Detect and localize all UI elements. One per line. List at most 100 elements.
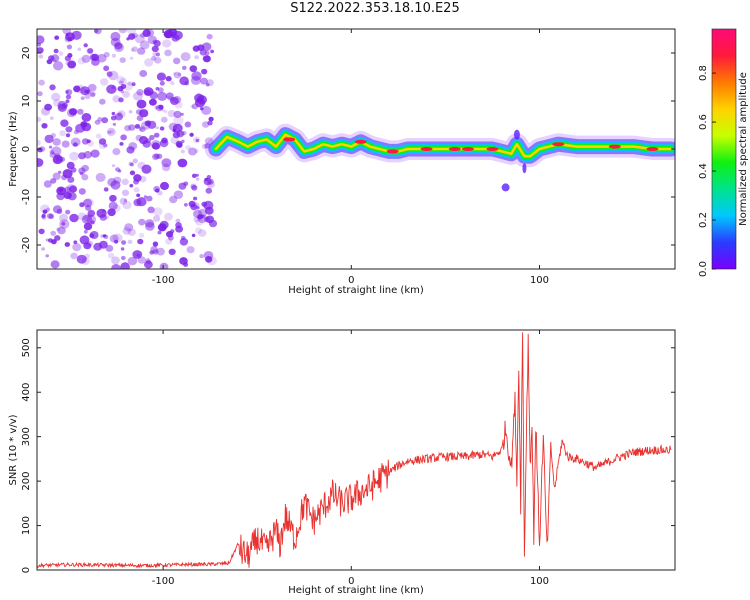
noise-dot <box>180 149 185 154</box>
noise-dot <box>69 108 78 116</box>
y-tick-label: 400 <box>21 383 32 402</box>
x-tick-label: -100 <box>152 275 175 286</box>
noise-dot <box>168 122 178 131</box>
noise-dot <box>95 172 106 182</box>
noise-dot <box>55 157 61 162</box>
noise-dot <box>108 70 119 81</box>
x-tick-label: 100 <box>530 275 549 286</box>
noise-dot <box>91 58 100 66</box>
ridge-peak <box>420 147 433 151</box>
noise-dot <box>195 177 200 181</box>
noise-dot <box>152 52 158 57</box>
noise-dot <box>111 164 116 168</box>
noise-dot <box>191 233 196 238</box>
noise-dot <box>80 121 88 128</box>
noise-dot <box>137 238 144 245</box>
noise-dot <box>203 251 214 260</box>
snr-ylabel: SNR (10 * v/v) <box>8 414 19 485</box>
noise-dot <box>119 57 126 63</box>
noise-dot <box>141 164 152 174</box>
noise-dot <box>180 52 191 62</box>
noise-dot <box>207 120 213 126</box>
noise-dot <box>177 72 182 77</box>
noise-dot <box>77 108 84 115</box>
noise-dot <box>157 87 164 93</box>
noise-dot <box>201 143 208 150</box>
colorbar-tick-label: 0.0 <box>698 261 709 277</box>
noise-dot <box>86 140 94 147</box>
noise-dot <box>90 92 96 97</box>
noise-dot <box>66 161 75 170</box>
noise-dot <box>37 116 41 123</box>
noise-dot <box>127 81 133 86</box>
noise-dot <box>200 214 205 219</box>
y-tick-label: 0 <box>21 146 32 152</box>
noise-dot <box>182 130 187 135</box>
noise-dot <box>191 71 202 81</box>
noise-dot <box>120 77 127 84</box>
noise-dot <box>136 253 140 257</box>
noise-dot <box>124 125 131 132</box>
noise-dot <box>43 180 52 188</box>
ridge-peak <box>552 142 565 147</box>
noise-dot <box>37 139 41 146</box>
snr-frame <box>36 329 676 571</box>
noise-dot <box>170 97 179 105</box>
noise-dot <box>193 209 203 219</box>
noise-dot <box>158 104 164 110</box>
noise-dot <box>53 48 59 54</box>
noise-dot <box>45 254 49 258</box>
noise-dot <box>201 105 212 115</box>
noise-dot <box>52 155 63 165</box>
noise-dot <box>172 123 183 133</box>
noise-dot <box>136 193 141 198</box>
noise-dot <box>121 240 127 245</box>
noise-dot <box>156 72 166 81</box>
noise-dot <box>135 134 143 142</box>
noise-dot <box>42 216 47 221</box>
spectrogram-plot-area <box>37 29 675 269</box>
noise-dot <box>126 37 130 41</box>
noise-dot <box>84 89 89 94</box>
noise-dot <box>179 76 189 86</box>
noise-dot <box>159 220 169 229</box>
noise-dot <box>206 33 213 40</box>
noise-dot <box>106 71 113 77</box>
noise-dot <box>48 213 55 219</box>
noise-dot <box>52 138 61 146</box>
noise-dot <box>170 136 180 145</box>
noise-dot <box>61 140 70 148</box>
noise-dot <box>65 126 73 133</box>
y-tick-label: 0 <box>21 567 32 573</box>
noise-dot <box>133 179 140 185</box>
noise-dot <box>155 104 164 112</box>
noise-dot <box>122 201 132 210</box>
noise-dot <box>120 255 126 261</box>
noise-dot <box>180 112 184 116</box>
noise-dot <box>155 126 159 130</box>
noise-dot <box>181 257 186 261</box>
noise-dot <box>81 113 92 122</box>
noise-dot <box>106 127 116 136</box>
noise-dot <box>204 50 210 56</box>
noise-dot <box>127 228 136 236</box>
noise-dot <box>110 115 117 121</box>
noise-dot <box>132 32 138 38</box>
noise-dot <box>149 134 155 141</box>
noise-dot <box>128 110 133 114</box>
noise-dot <box>81 257 90 265</box>
noise-dot <box>58 51 64 56</box>
noise-dot <box>122 227 131 235</box>
noise-dot <box>205 256 213 263</box>
noise-dot <box>65 209 71 215</box>
noise-dot <box>207 178 214 185</box>
colorbar-label: Normalized spectral amplitude <box>738 72 749 226</box>
noise-dot <box>81 214 93 224</box>
noise-dot <box>193 216 200 223</box>
noise-dot <box>173 57 181 65</box>
y-tick-label: 20 <box>21 47 32 60</box>
noise-dot <box>191 173 197 178</box>
noise-dot <box>118 80 124 86</box>
noise-dot <box>124 223 134 232</box>
